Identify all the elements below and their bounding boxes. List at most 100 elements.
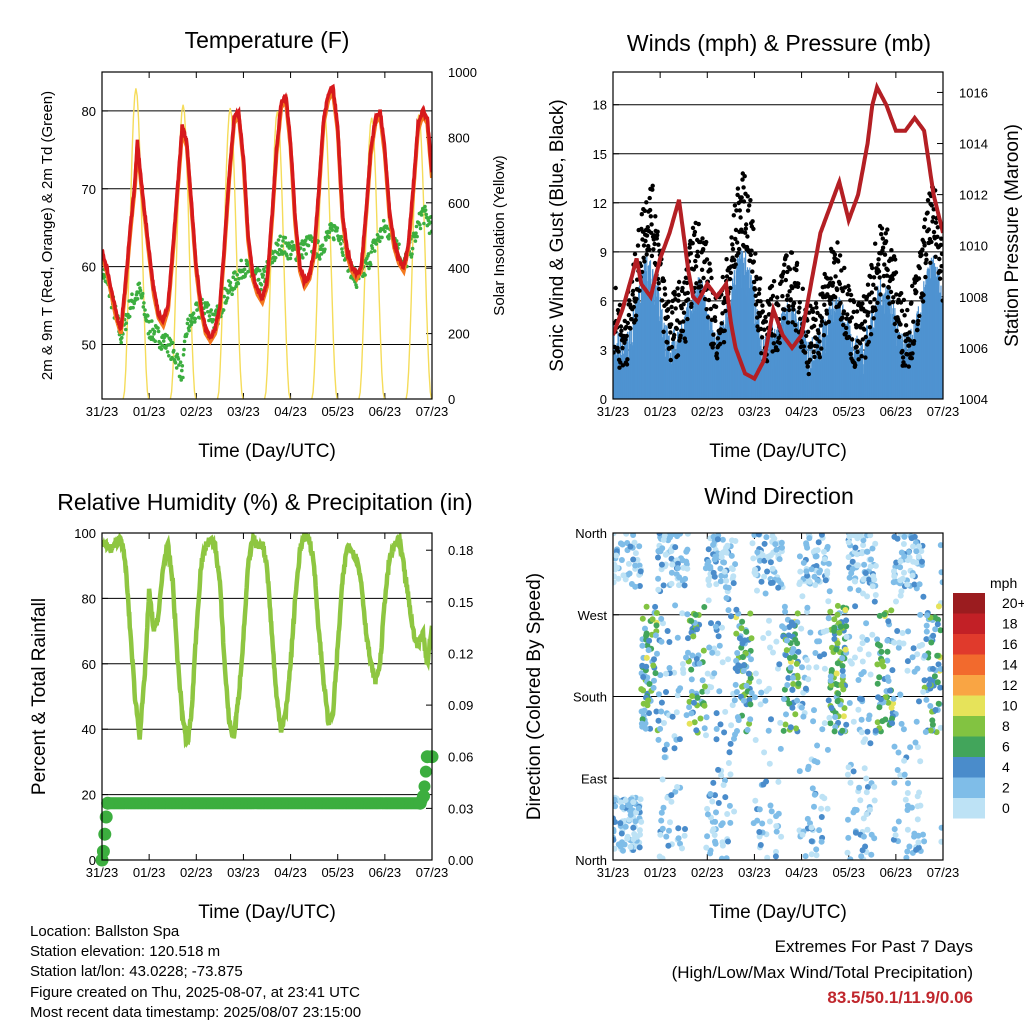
dewpoint-point — [224, 298, 229, 303]
direction-point — [889, 715, 895, 722]
direction-point — [658, 566, 665, 573]
direction-point — [876, 674, 883, 681]
gust-point — [696, 221, 701, 227]
direction-point — [689, 693, 696, 700]
y-tick-label: 18 — [593, 98, 607, 113]
direction-point — [635, 805, 642, 812]
dewpoint-point — [422, 221, 426, 226]
direction-point — [730, 580, 737, 587]
x-tick-label: 02/23 — [180, 865, 213, 880]
y2-tick-label: 400 — [448, 261, 470, 276]
gust-point — [788, 297, 793, 302]
direction-point — [927, 727, 934, 734]
gust-point — [753, 293, 758, 298]
gust-point — [813, 301, 819, 306]
dewpoint-point — [193, 320, 197, 324]
direction-point — [793, 660, 800, 667]
direction-point — [700, 647, 707, 654]
gust-point — [707, 261, 712, 266]
direction-point — [761, 540, 768, 547]
gust-point — [813, 317, 818, 322]
dewpoint-point — [167, 354, 171, 358]
gust-point — [695, 249, 700, 254]
direction-point — [834, 660, 841, 667]
direction-point — [860, 669, 867, 675]
direction-point — [658, 638, 665, 645]
direction-point — [793, 725, 799, 732]
direction-point — [705, 577, 712, 584]
gust-point — [637, 288, 642, 293]
gust-point — [873, 241, 878, 246]
dewpoint-point — [341, 253, 345, 257]
direction-point — [661, 720, 667, 726]
x-tick-label: 04/23 — [274, 404, 307, 419]
direction-point — [758, 689, 765, 696]
direction-point — [704, 805, 711, 812]
direction-point — [728, 552, 735, 559]
direction-point — [847, 585, 854, 592]
gust-point — [785, 320, 791, 325]
gust-point — [822, 302, 827, 307]
gust-point — [814, 344, 820, 349]
legend-swatch — [953, 777, 985, 798]
gust-point — [824, 311, 830, 316]
gust-point — [891, 295, 896, 300]
direction-point — [763, 534, 770, 541]
gust-point — [922, 243, 927, 248]
x-tick-label: 01/23 — [133, 404, 166, 419]
direction-point — [736, 635, 743, 642]
direction-point — [794, 640, 801, 647]
direction-point — [841, 705, 848, 712]
direction-point — [718, 572, 725, 579]
direction-point — [733, 606, 740, 613]
dewpoint-point — [414, 231, 418, 235]
gust-point — [785, 293, 790, 298]
direction-point — [804, 544, 811, 551]
direction-point — [837, 623, 844, 630]
direction-point — [696, 660, 703, 667]
gust-point — [665, 340, 670, 345]
direction-point — [638, 708, 645, 715]
gust-point — [759, 351, 764, 356]
gust-point — [940, 251, 943, 256]
gust-point — [882, 262, 887, 267]
direction-point — [904, 802, 911, 809]
gust-point — [910, 283, 915, 289]
gust-point — [811, 323, 817, 329]
gust-point — [784, 297, 790, 302]
dewpoint-point — [419, 213, 424, 217]
gust-point — [906, 364, 911, 369]
direction-point — [743, 628, 750, 635]
dewpoint-point — [424, 212, 429, 217]
gust-point — [833, 274, 838, 279]
direction-point — [636, 543, 643, 550]
direction-point — [914, 651, 921, 658]
dewpoint-point — [306, 243, 311, 248]
direction-point — [705, 558, 712, 565]
extremes-title: Extremes For Past 7 Days — [774, 937, 973, 956]
gust-point — [733, 236, 738, 242]
direction-point — [895, 644, 902, 651]
direction-point — [842, 607, 849, 613]
y-tick-label: 60 — [82, 657, 96, 672]
direction-point — [789, 686, 796, 693]
direction-point — [777, 745, 784, 752]
location-text: Location: Ballston Spa — [30, 923, 180, 940]
direction-point — [654, 650, 660, 657]
dewpoint-point — [327, 235, 331, 240]
gust-point — [713, 304, 719, 309]
direction-point — [725, 838, 731, 845]
direction-point — [643, 654, 650, 661]
gust-point — [650, 187, 655, 192]
direction-point — [790, 622, 797, 629]
gust-point — [627, 298, 632, 303]
legend-label: 8 — [1002, 718, 1010, 734]
gust-point — [805, 329, 811, 334]
direction-point — [854, 551, 860, 558]
extremes-subtitle: (High/Low/Max Wind/Total Precipitation) — [671, 962, 973, 982]
direction-point — [701, 702, 708, 709]
direction-point — [891, 743, 898, 750]
direction-point — [657, 831, 664, 838]
y-axis-label: Sonic Wind & Gust (Blue, Black) — [547, 99, 568, 371]
dewpoint-point — [153, 339, 157, 344]
